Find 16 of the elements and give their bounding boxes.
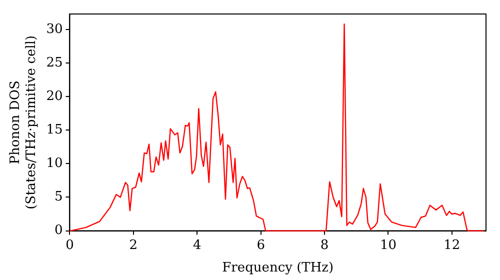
y-axis-title: Phonon DOS (States/THz·primitive cell)	[8, 35, 39, 210]
x-tick-label: 6	[256, 238, 265, 253]
x-tick-label: 4	[192, 238, 202, 253]
y-tick-label: 5	[54, 190, 63, 205]
x-tick-label: 0	[66, 238, 74, 253]
x-axis-title: Frequency (THz)	[222, 260, 334, 276]
x-tick-label: 10	[380, 238, 396, 253]
y-tick-label: 30	[46, 22, 63, 37]
y-tick-label: 10	[46, 156, 63, 172]
y-tick-label: 0	[54, 223, 63, 238]
y-tick-label: 20	[46, 88, 63, 104]
x-tick-label: 8	[320, 238, 329, 253]
y-tick-label: 15	[46, 122, 63, 138]
x-tick-label: 12	[444, 238, 460, 253]
y-tick-label: 25	[46, 55, 63, 70]
x-tick-label: 2	[129, 238, 138, 253]
